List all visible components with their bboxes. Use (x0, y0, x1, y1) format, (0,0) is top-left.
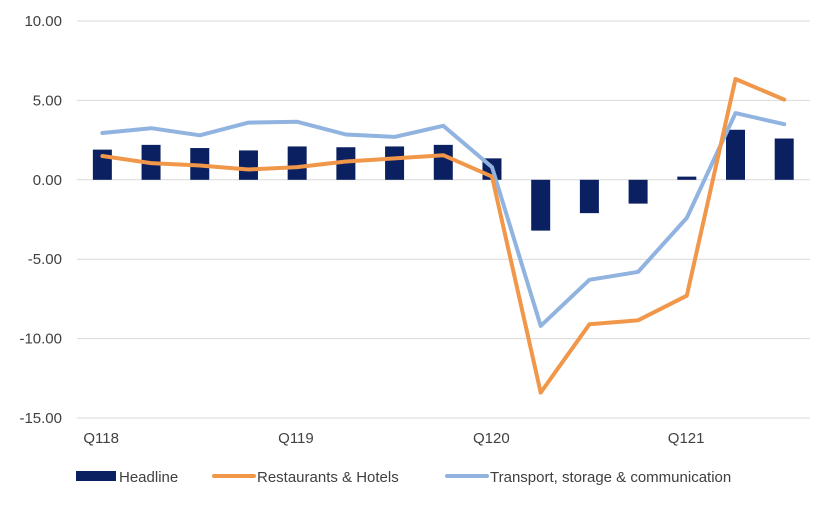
legend-swatch (76, 471, 116, 481)
headline-bar (238, 150, 258, 180)
headline-bar (677, 176, 697, 180)
headline-bar (531, 179, 551, 231)
headline-bar (726, 129, 746, 180)
headline-bar (774, 138, 794, 180)
y-tick-label: 5.00 (33, 92, 62, 109)
legend-label: Headline (119, 469, 178, 486)
y-tick-label: 0.00 (33, 172, 62, 189)
legend-transport-storage: Transport, storage & communication (445, 469, 731, 486)
x-tick-label: Q120 (473, 430, 510, 447)
headline-bar (579, 179, 599, 214)
x-axis: Q118 Q119 Q120 Q121 (83, 430, 704, 447)
restaurants-hotels-line (100, 77, 787, 395)
y-axis: 10.00 5.00 0.00 -5.00 -10.00 -15.00 (19, 13, 62, 427)
x-tick-label: Q121 (668, 430, 705, 447)
headline-bar (433, 144, 453, 180)
y-tick-label: -15.00 (19, 410, 62, 427)
headline-bar (336, 147, 356, 180)
y-tick-label: 10.00 (24, 13, 62, 30)
headline-bar (287, 146, 307, 180)
x-tick-label: Q119 (278, 430, 314, 447)
x-tick-label: Q118 (83, 430, 119, 447)
y-tick-label: -5.00 (28, 251, 62, 268)
legend-label: Transport, storage & communication (490, 469, 731, 486)
series-lines (100, 77, 787, 395)
legend-restaurants-hotels: Restaurants & Hotels (212, 469, 399, 486)
transport-storage-line (100, 111, 787, 328)
legend-headline: Headline (76, 469, 178, 486)
gridlines (77, 20, 810, 419)
legend-label: Restaurants & Hotels (257, 469, 399, 486)
y-tick-label: -10.00 (19, 331, 62, 348)
headline-bar (628, 179, 648, 204)
headline-bar (385, 146, 405, 180)
legend: Headline Restaurants & Hotels Transport, s… (76, 469, 731, 486)
headline-bars (92, 129, 794, 231)
